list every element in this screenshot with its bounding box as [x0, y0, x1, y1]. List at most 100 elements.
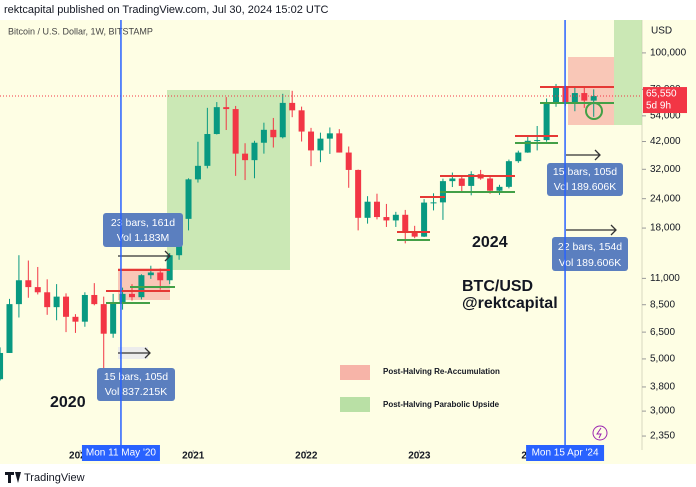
arrow — [118, 250, 171, 262]
candle-body — [421, 202, 428, 237]
x-tick-label: 2022 — [295, 451, 318, 462]
candle-body — [317, 138, 324, 151]
last-price-box — [643, 87, 687, 114]
y-tick-label: 5,000 — [650, 354, 675, 365]
candle-body — [581, 93, 588, 101]
range-lines — [106, 86, 614, 304]
annotation-text: 15 bars, 105d — [553, 166, 617, 178]
annotation-text: 22 bars, 154d — [558, 241, 622, 253]
candle-body — [0, 352, 4, 380]
arrow — [118, 347, 151, 359]
candle-body — [147, 272, 154, 276]
candle-body — [242, 153, 249, 161]
annotation-text: Vol 189.606K — [559, 257, 621, 269]
candle-body — [166, 255, 173, 281]
annotation-box — [552, 237, 628, 271]
annotation-text: 23 bars, 161d — [111, 217, 175, 229]
candle-body — [91, 294, 98, 305]
arrows — [118, 149, 617, 359]
candle-body — [194, 165, 201, 180]
y-tick-label: 3,800 — [650, 382, 675, 393]
candle-body — [63, 296, 70, 317]
candle-body — [232, 109, 239, 154]
legend-label: Post-Halving Re-Accumulation — [383, 367, 500, 376]
annotation-box — [547, 163, 623, 196]
candle-body — [128, 293, 135, 298]
candle-body — [213, 107, 220, 135]
candle-body — [411, 233, 418, 237]
candle-body — [308, 131, 315, 151]
marker-box — [81, 445, 160, 461]
candle-body — [553, 87, 560, 104]
candle-body — [25, 280, 32, 288]
marker-label: Mon 15 Apr '24 — [532, 448, 599, 459]
currency: USD — [651, 26, 672, 37]
lightning-icon — [592, 425, 608, 441]
candle-body — [355, 169, 362, 218]
label-2024: 2024 — [472, 234, 508, 251]
candle-body — [204, 134, 211, 166]
candle-body — [53, 296, 60, 308]
candle-body — [110, 302, 117, 334]
last-price-label: 65,550 — [646, 89, 677, 100]
candle-body — [298, 110, 305, 132]
candle-body — [251, 142, 258, 161]
candle-body — [571, 93, 578, 104]
footer-logo — [5, 472, 21, 483]
candle-body — [81, 294, 88, 322]
candle-body — [534, 140, 541, 142]
annotation-box — [103, 213, 183, 247]
legend-swatch — [340, 365, 370, 380]
candle-body — [543, 103, 550, 141]
y-tick-label: 3,000 — [650, 406, 675, 417]
candle-body — [100, 304, 107, 334]
candle-body — [496, 186, 503, 191]
candle-body — [515, 152, 522, 162]
candle-body — [223, 107, 230, 110]
zones — [118, 20, 642, 300]
x-tick-label: 2021 — [182, 451, 205, 462]
candle-body — [289, 102, 296, 111]
author-label: @rektcapital — [462, 295, 558, 312]
y-tick-label: 100,000 — [650, 48, 687, 59]
arrow — [566, 224, 617, 236]
chart-title: Bitcoin / U.S. Dollar, 1W, BITSTAMP — [8, 26, 153, 36]
legend-swatch — [340, 397, 370, 412]
annotation-text: Vol 1.183M — [117, 232, 170, 244]
candle-body — [458, 178, 465, 186]
candle-body — [44, 292, 51, 308]
y-tick-label: 8,500 — [650, 299, 675, 310]
candle-body — [15, 280, 22, 305]
y-tick-label: 18,000 — [650, 223, 681, 234]
candle-body — [6, 304, 13, 353]
annotation-text: Vol 189.606K — [554, 181, 616, 193]
marker-label: Mon 11 May '20 — [86, 448, 157, 459]
parabolic-zone — [167, 90, 290, 270]
candle-body — [260, 129, 267, 143]
candle-body — [402, 214, 409, 234]
annotation-text: 15 bars, 105d — [104, 371, 168, 383]
y-tick-label: 2,350 — [650, 431, 675, 442]
y-tick-label: 24,000 — [650, 193, 681, 204]
candle-body — [468, 174, 475, 186]
candle-body — [590, 96, 597, 101]
y-tick-label: 54,000 — [650, 110, 681, 121]
reaccumulation-zone — [568, 57, 614, 125]
annotation-text: Vol 837.215K — [105, 386, 167, 398]
y-tick-label: 42,000 — [650, 136, 681, 147]
candle-body — [279, 102, 286, 138]
header: rektcapital published on TradingView.com… — [4, 4, 329, 16]
y-tick-label: 32,000 — [650, 164, 681, 175]
arrow — [566, 149, 601, 161]
annotation-box — [97, 368, 175, 401]
candle-body — [157, 272, 164, 281]
candle-body — [364, 201, 371, 218]
label-2020: 2020 — [50, 394, 86, 411]
candle-body — [345, 152, 352, 170]
candle-body — [270, 129, 277, 138]
candle-body — [119, 293, 126, 303]
candle-body — [524, 140, 531, 153]
candle-body — [430, 202, 437, 204]
